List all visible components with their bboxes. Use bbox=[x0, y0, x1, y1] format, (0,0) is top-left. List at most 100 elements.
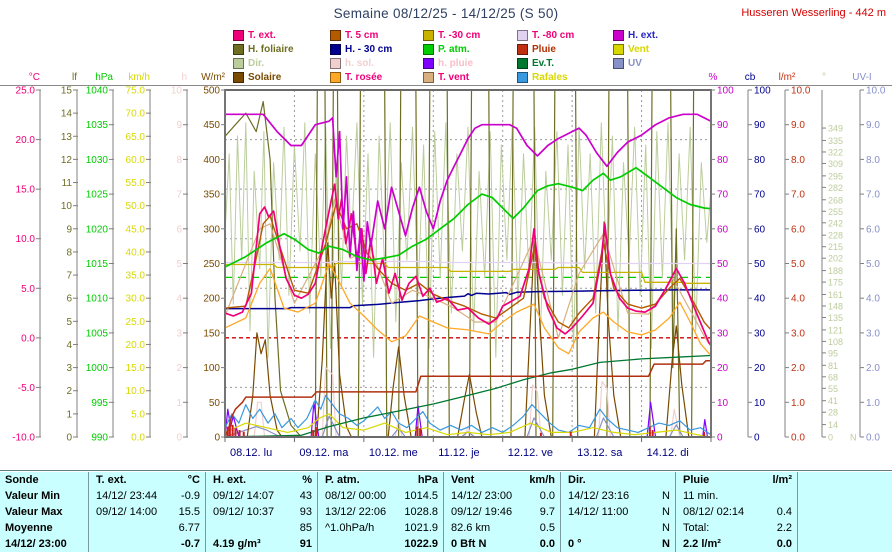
svg-text:200: 200 bbox=[203, 294, 220, 305]
table-cell: 1022.9 bbox=[317, 536, 443, 552]
series-group bbox=[224, 166, 712, 268]
svg-text:6.0: 6.0 bbox=[866, 224, 880, 235]
series-t_m80 bbox=[225, 260, 711, 265]
svg-text:10: 10 bbox=[61, 201, 73, 212]
legend-item: T. vent bbox=[423, 70, 517, 84]
svg-text:13: 13 bbox=[61, 132, 73, 143]
series-pluie_cum bbox=[224, 359, 711, 438]
svg-text:5.0: 5.0 bbox=[21, 284, 35, 295]
legend-item: Pluie bbox=[517, 42, 613, 56]
svg-text:60.0: 60.0 bbox=[126, 155, 146, 166]
station-label: Husseren Wesserling - 442 m bbox=[741, 7, 886, 19]
axis-lm2: l/m² 10.0 9.0 8.0 7.0 6.0 5.0 4.0 3.0 2.0 1.0 0.0 bbox=[779, 72, 811, 444]
legend-swatch-icon bbox=[517, 43, 528, 55]
legend-item: Solaire bbox=[233, 70, 330, 84]
axis-kmh: km/h 75.0 70.0 65.0 60.0 55.0 50.0 45.0 40.0 35.0… bbox=[126, 72, 151, 444]
svg-text:500: 500 bbox=[203, 86, 220, 97]
svg-text:14.12. di: 14.12. di bbox=[647, 447, 689, 459]
axis-hPa: hPa 1040 1035 1030 1025 1020 1015 1010 1005 1000 9… bbox=[86, 72, 114, 444]
cell-text: Dir. bbox=[568, 474, 586, 486]
legend-label: Pluie bbox=[532, 43, 556, 55]
table-cell: Dir. bbox=[560, 472, 675, 488]
svg-text:3.0: 3.0 bbox=[866, 328, 880, 339]
svg-text:188: 188 bbox=[828, 266, 843, 276]
svg-text:h: h bbox=[181, 72, 187, 83]
svg-text:4: 4 bbox=[66, 340, 72, 351]
cell-value: 1022.9 bbox=[404, 538, 438, 550]
header-separator bbox=[0, 85, 892, 86]
cell-value: 1021.9 bbox=[404, 522, 438, 534]
cell-value: 85 bbox=[299, 522, 312, 534]
table-separator bbox=[0, 470, 892, 471]
svg-text:08.12. lu: 08.12. lu bbox=[230, 447, 272, 459]
svg-text:1: 1 bbox=[66, 409, 72, 420]
svg-text:11.12. je: 11.12. je bbox=[438, 447, 479, 459]
svg-text:25.0: 25.0 bbox=[16, 86, 36, 97]
svg-text:5.0: 5.0 bbox=[866, 259, 880, 270]
svg-text:322: 322 bbox=[828, 147, 843, 157]
svg-text:8.0: 8.0 bbox=[866, 155, 880, 166]
svg-text:cb: cb bbox=[745, 72, 756, 83]
legend-swatch-icon bbox=[233, 29, 244, 41]
svg-text:6: 6 bbox=[66, 294, 72, 305]
svg-text:W/m²: W/m² bbox=[201, 72, 226, 83]
svg-text:3.0: 3.0 bbox=[791, 328, 805, 339]
svg-text:15: 15 bbox=[61, 86, 73, 97]
svg-text:1040: 1040 bbox=[86, 86, 109, 97]
svg-text:3: 3 bbox=[66, 363, 72, 374]
svg-text:5: 5 bbox=[176, 259, 182, 270]
series-group bbox=[224, 183, 712, 346]
cell-text: 09/12/ 14:00 bbox=[96, 506, 158, 518]
svg-text:990: 990 bbox=[91, 433, 108, 444]
legend-label: Ev.T. bbox=[532, 57, 555, 69]
legend-swatch-icon bbox=[423, 29, 434, 41]
svg-text:10.0: 10.0 bbox=[866, 86, 886, 97]
axis-uvi: UV-I 10.0 9.0 8.0 7.0 6.0 5.0 4.0 3.0 2.0 1.0 0.0 bbox=[852, 72, 886, 444]
svg-text:150: 150 bbox=[203, 328, 220, 339]
table-filler bbox=[797, 504, 892, 520]
x-axis-labels: 08.12. lu 09.12. ma 10.12. me 11.12. je 12.1… bbox=[224, 437, 712, 459]
cell-value: 0.4 bbox=[776, 506, 792, 518]
svg-text:148: 148 bbox=[828, 301, 843, 311]
legend-item: H. foliaire bbox=[233, 42, 330, 56]
legend-label: Rafales bbox=[532, 71, 568, 83]
svg-text:10.0: 10.0 bbox=[16, 234, 36, 245]
legend-item: UV bbox=[613, 56, 703, 70]
svg-text:100: 100 bbox=[754, 86, 771, 97]
svg-text:4.0: 4.0 bbox=[866, 294, 880, 305]
svg-text:75.0: 75.0 bbox=[126, 86, 146, 97]
cell-value: °C bbox=[187, 474, 200, 486]
svg-text:70.0: 70.0 bbox=[126, 109, 146, 120]
cell-value: N bbox=[662, 538, 670, 550]
svg-text:70: 70 bbox=[754, 190, 766, 201]
series-group bbox=[225, 113, 712, 282]
legend-label: Vent bbox=[628, 43, 650, 55]
svg-text:°: ° bbox=[822, 72, 826, 83]
svg-text:90: 90 bbox=[717, 120, 729, 131]
svg-text:1035: 1035 bbox=[86, 120, 109, 131]
table-cell: T. ext. °C bbox=[88, 472, 205, 488]
table-cell: 09/12/ 14:07 43 bbox=[205, 488, 317, 504]
cell-text: 14/12/ 23:00 bbox=[451, 490, 513, 502]
legend-label: T. -80 cm bbox=[532, 29, 575, 41]
svg-text:202: 202 bbox=[828, 254, 843, 264]
cell-value: 91 bbox=[299, 538, 312, 550]
table-cell: 14/12/ 23:00 0.0 bbox=[443, 488, 560, 504]
svg-text:15.0: 15.0 bbox=[16, 185, 36, 196]
svg-text:l/m²: l/m² bbox=[779, 72, 796, 83]
svg-text:4.0: 4.0 bbox=[791, 294, 805, 305]
table-cell: 82.6 km 0.5 bbox=[443, 520, 560, 536]
series-group bbox=[225, 289, 711, 310]
svg-text:7.0: 7.0 bbox=[866, 190, 880, 201]
series-h_ext bbox=[225, 113, 712, 282]
svg-text:55.0: 55.0 bbox=[126, 178, 146, 189]
cell-value: l/m² bbox=[772, 474, 792, 486]
row-label: Sonde bbox=[5, 474, 39, 486]
legend-label: P. atm. bbox=[438, 43, 470, 55]
svg-text:0: 0 bbox=[828, 433, 833, 443]
table-cell: 08/12/ 00:00 1014.5 bbox=[317, 488, 443, 504]
cell-text: 2.2 l/m² bbox=[683, 538, 721, 550]
legend-swatch-icon bbox=[613, 57, 624, 69]
